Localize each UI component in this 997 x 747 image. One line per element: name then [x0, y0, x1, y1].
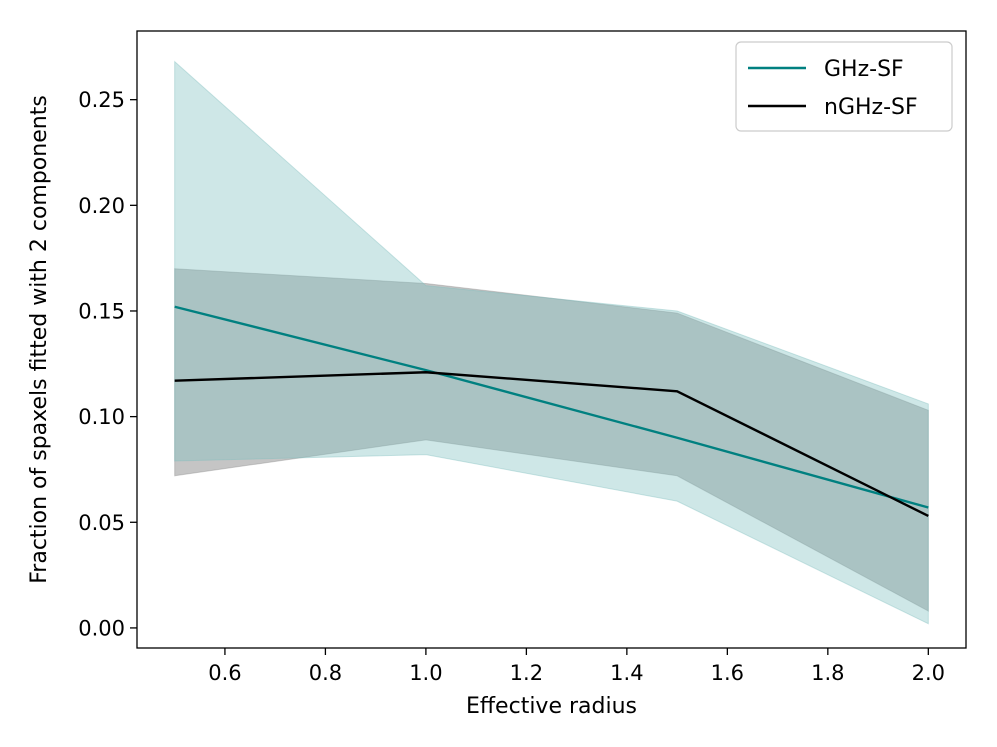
series-lines [174, 305, 929, 518]
x-axis-ticks: 0.6 0.8 1.0 1.2 1.4 1.6 1.8 2.0 [208, 648, 945, 685]
y-axis-label: Fraction of spaxels fitted with 2 compon… [27, 95, 52, 584]
legend-label-nghz-sf: nGHz-SF [824, 95, 918, 120]
legend: GHz-SF nGHz-SF [735, 41, 953, 132]
x-axis-label: Effective radius [466, 694, 637, 719]
x-tick-label: 2.0 [912, 661, 945, 685]
legend-label-ghz-sf: GHz-SF [824, 57, 904, 82]
x-tick-label: 1.2 [510, 661, 543, 685]
y-tick-label: 0.10 [78, 405, 125, 429]
plot-area-frame [136, 30, 967, 649]
x-tick-label: 0.8 [309, 661, 342, 685]
x-tick-label: 0.6 [208, 661, 241, 685]
band-ghz-sf [174, 60, 929, 625]
y-tick-label: 0.00 [78, 616, 125, 640]
line-nghz-sf [174, 371, 929, 518]
y-tick-label: 0.20 [78, 194, 125, 218]
x-tick-label: 1.4 [610, 661, 643, 685]
x-tick-label: 1.8 [811, 661, 844, 685]
y-tick-label: 0.05 [78, 511, 125, 535]
y-tick-label: 0.25 [78, 88, 125, 112]
y-axis-ticks: 0.00 0.05 0.10 0.15 0.20 0.25 [78, 88, 137, 640]
x-tick-label: 1.0 [409, 661, 442, 685]
confidence-bands [174, 60, 929, 625]
legend-box [735, 41, 953, 132]
y-tick-label: 0.15 [78, 299, 125, 323]
x-tick-label: 1.6 [711, 661, 744, 685]
line-ghz-sf [174, 305, 929, 509]
